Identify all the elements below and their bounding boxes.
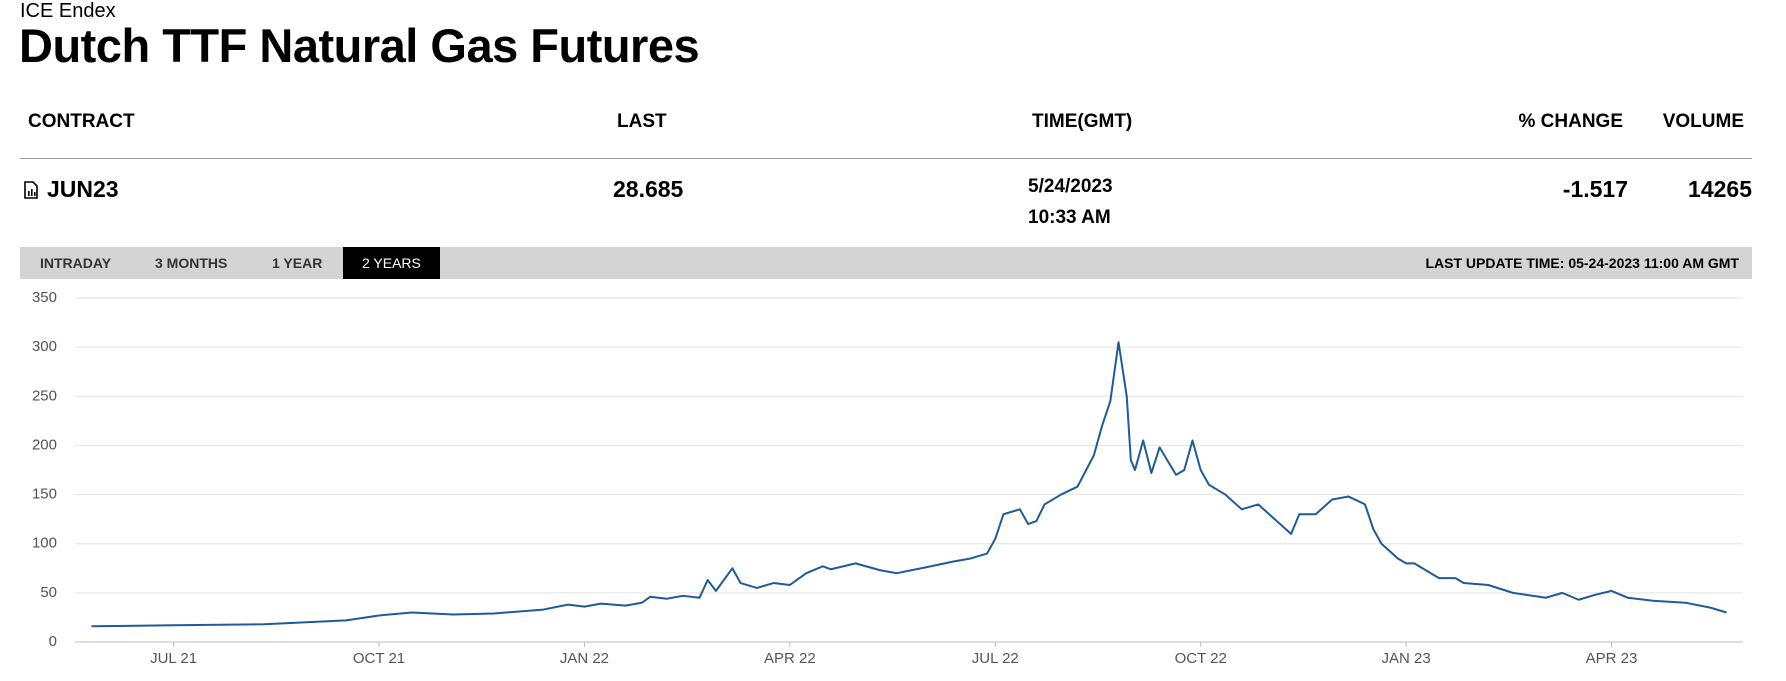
trade-time: 10:33 AM: [1028, 207, 1111, 228]
tab-bar: INTRADAY 3 MONTHS 1 YEAR 2 YEARS LAST UP…: [20, 247, 1752, 279]
x-tick-label: OCT 22: [1175, 650, 1227, 667]
x-tick-label: JAN 22: [560, 650, 609, 667]
y-tick-label: 0: [49, 633, 57, 650]
price-line: [91, 341, 1727, 628]
x-tick-label: APR 23: [1586, 650, 1638, 667]
y-tick-label: 50: [40, 584, 57, 601]
exchange: ICE Endex: [20, 0, 116, 22]
x-tick-label: OCT 21: [353, 650, 405, 667]
column-header: VOLUME: [1662, 111, 1744, 132]
tab[interactable]: 3 MONTHS: [155, 255, 228, 271]
column-header: CONTRACT: [28, 111, 135, 132]
x-tick-label: JAN 23: [1382, 650, 1431, 667]
percent-change: -1.517: [1562, 176, 1628, 202]
y-tick-label: 150: [32, 486, 57, 503]
column-header: % CHANGE: [1518, 111, 1623, 132]
tab[interactable]: 1 YEAR: [272, 255, 323, 271]
last-update: LAST UPDATE TIME: 05-24-2023 11:00 AM GM…: [1425, 255, 1739, 271]
tab-active[interactable]: 2 YEARS: [343, 247, 440, 279]
column-header: LAST: [617, 111, 667, 132]
column-header: TIME(GMT): [1032, 111, 1133, 132]
y-tick-label: 100: [32, 535, 57, 552]
divider: [20, 158, 1752, 159]
x-tick-label: JUL 21: [150, 650, 197, 667]
y-tick-label: 300: [32, 338, 57, 355]
contract-icon[interactable]: [23, 181, 39, 199]
x-tick-label: APR 22: [764, 650, 816, 667]
chart: 0 50 100 150 200 250 300 350 JUL 21 OCT 21 JAN 22 A…: [32, 289, 1743, 667]
contract[interactable]: JUN23: [47, 176, 119, 202]
volume: 14265: [1688, 176, 1752, 202]
trade-date: 5/24/2023: [1028, 176, 1113, 197]
y-tick-label: 200: [32, 436, 57, 453]
tab[interactable]: INTRADAY: [40, 255, 112, 271]
y-tick-label: 250: [32, 387, 57, 404]
page-title: Dutch TTF Natural Gas Futures: [19, 19, 700, 72]
last-price: 28.685: [613, 176, 684, 202]
x-tick-label: JUL 22: [972, 650, 1019, 667]
y-tick-label: 350: [32, 289, 57, 306]
